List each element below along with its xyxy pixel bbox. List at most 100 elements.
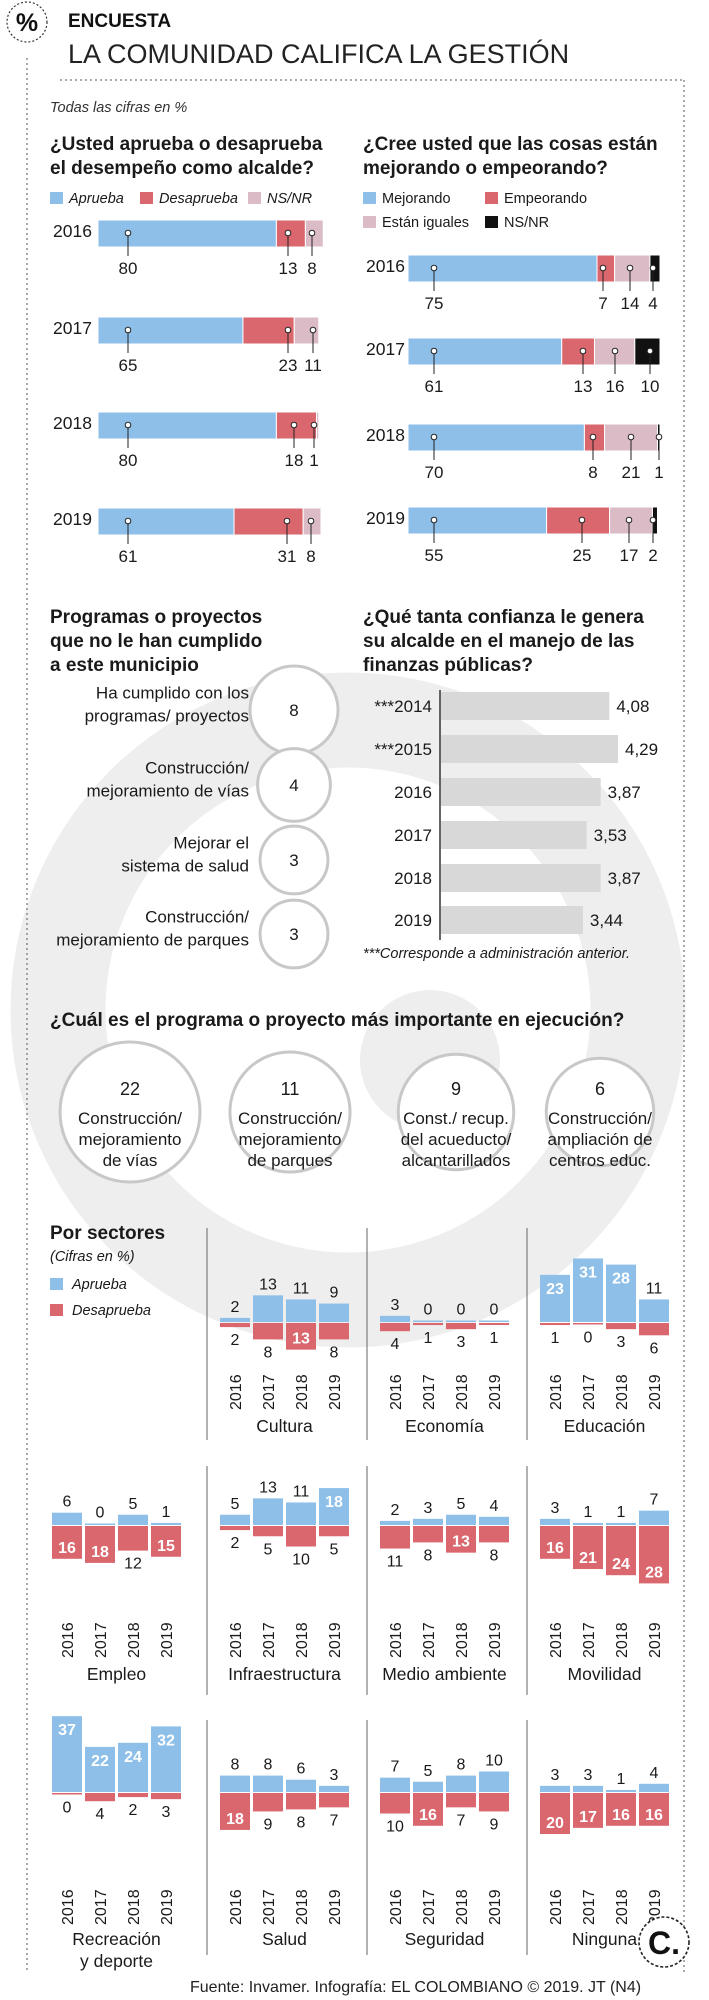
disapprove-bar xyxy=(253,1323,283,1340)
bubble xyxy=(256,747,332,823)
pointer-dot xyxy=(578,516,586,524)
sector-name: Movilidad xyxy=(568,1664,642,1684)
value-label: 4 xyxy=(648,294,657,313)
disapprove-bar xyxy=(85,1793,115,1802)
value-label: 18 xyxy=(285,451,304,470)
category-label: ***2015 xyxy=(374,740,432,759)
bubble-label-line: Ha cumplido con los xyxy=(96,684,249,703)
year-label: 2016 xyxy=(548,1374,565,1410)
sector-name: y deporte xyxy=(80,1951,153,1971)
value-label: 8 xyxy=(306,547,315,566)
year-label: 2019 xyxy=(327,1622,344,1658)
disapprove-value: 10 xyxy=(386,1819,404,1836)
chart-title-line: el desempeño como alcalde? xyxy=(50,158,314,179)
approve-value: 5 xyxy=(129,1496,138,1513)
bubble-label-line: Const./ recup. xyxy=(403,1109,509,1128)
disapprove-value: 1 xyxy=(551,1330,560,1347)
disapprove-value: 20 xyxy=(546,1815,564,1832)
disapprove-value: 24 xyxy=(612,1556,630,1573)
year-label: 2016 xyxy=(548,1889,565,1925)
disapprove-bar xyxy=(573,1526,603,1570)
bubble-label-line: Construcción/ xyxy=(145,908,249,927)
bar xyxy=(441,735,618,763)
chart-title-line: su alcalde en el manejo de las xyxy=(363,631,634,652)
kicker: ENCUESTA xyxy=(68,11,171,32)
disapprove-value: 3 xyxy=(162,1804,171,1821)
disapprove-value: 2 xyxy=(129,1802,138,1819)
bubble xyxy=(228,1050,352,1174)
approve-bar xyxy=(639,1783,669,1792)
approve-value: 0 xyxy=(424,1302,433,1319)
legend-swatch xyxy=(50,192,63,204)
approve-value: 6 xyxy=(63,1494,72,1511)
pointer-dot xyxy=(430,433,438,441)
year-label: 2017 xyxy=(53,318,92,338)
approve-bar xyxy=(286,1502,316,1525)
sector-name: Seguridad xyxy=(405,1929,485,1949)
value-label: 23 xyxy=(279,356,298,375)
approve-bar xyxy=(118,1742,148,1792)
disapprove-value: 16 xyxy=(645,1807,663,1824)
value-label: 16 xyxy=(606,377,625,396)
disapprove-bar xyxy=(253,1526,283,1537)
bubble-label-line: del acueducto/ xyxy=(401,1130,512,1149)
approve-bar xyxy=(413,1320,443,1322)
year-label: 2018 xyxy=(53,413,92,433)
value-label: 13 xyxy=(279,259,298,278)
year-label: 2017 xyxy=(93,1622,110,1658)
sector-name: Salud xyxy=(262,1929,307,1949)
bubble-label-line: Construcción/ xyxy=(145,759,249,778)
disapprove-value: 16 xyxy=(546,1540,564,1557)
disapprove-value: 0 xyxy=(584,1330,593,1347)
sector-name: Empleo xyxy=(87,1664,146,1684)
pointer-dot xyxy=(307,517,315,525)
approve-bar xyxy=(639,1510,669,1525)
disapprove-value: 8 xyxy=(264,1344,273,1361)
disapprove-value: 5 xyxy=(330,1541,339,1558)
year-label: 2017 xyxy=(261,1889,278,1925)
approve-value: 3 xyxy=(424,1500,433,1517)
disapprove-bar xyxy=(118,1793,148,1798)
page-title: LA COMUNIDAD CALIFICA LA GESTIÓN xyxy=(68,38,569,69)
disapprove-value: 7 xyxy=(330,1812,339,1829)
value-label: 17 xyxy=(620,546,639,565)
bar xyxy=(441,821,587,849)
disapprove-bar xyxy=(319,1526,349,1537)
disapprove-bar xyxy=(85,1526,115,1563)
disapprove-value: 9 xyxy=(490,1816,499,1833)
approve-bar xyxy=(540,1785,570,1792)
bubble xyxy=(544,1056,656,1168)
bubble-label-line: centros educ. xyxy=(549,1151,651,1170)
chart-title-line: que no le han cumplido xyxy=(50,631,262,652)
value-label: 3,44 xyxy=(590,911,623,930)
disapprove-bar xyxy=(639,1526,669,1584)
year-label: 2017 xyxy=(261,1622,278,1658)
disapprove-bar xyxy=(479,1323,509,1326)
disapprove-bar xyxy=(446,1323,476,1330)
year-label: 2017 xyxy=(421,1374,438,1410)
approve-value: 4 xyxy=(650,1765,659,1782)
sector-name: Educación xyxy=(564,1416,646,1436)
approve-value: 7 xyxy=(391,1759,400,1776)
disapprove-value: 13 xyxy=(292,1331,310,1348)
year-label: 2017 xyxy=(421,1622,438,1658)
year-label: 2018 xyxy=(454,1622,471,1658)
value-label: 65 xyxy=(119,356,138,375)
year-label: 2016 xyxy=(388,1889,405,1925)
year-label: 2018 xyxy=(614,1889,631,1925)
legend-swatch xyxy=(50,1278,63,1290)
chart-title-line: Programas o proyectos xyxy=(50,607,262,628)
approve-value: 5 xyxy=(457,1496,466,1513)
disapprove-bar xyxy=(151,1526,181,1557)
pointer-dot xyxy=(310,421,318,429)
approve-value: 23 xyxy=(546,1281,564,1298)
approve-bar xyxy=(446,1320,476,1322)
legend-swatch xyxy=(50,1304,63,1316)
approve-value: 0 xyxy=(490,1302,499,1319)
year-label: 2016 xyxy=(53,221,92,241)
bar xyxy=(441,692,610,720)
year-label: 2018 xyxy=(294,1622,311,1658)
approve-bar xyxy=(639,1299,669,1322)
disapprove-value: 8 xyxy=(490,1547,499,1564)
disapprove-bar xyxy=(286,1526,316,1547)
